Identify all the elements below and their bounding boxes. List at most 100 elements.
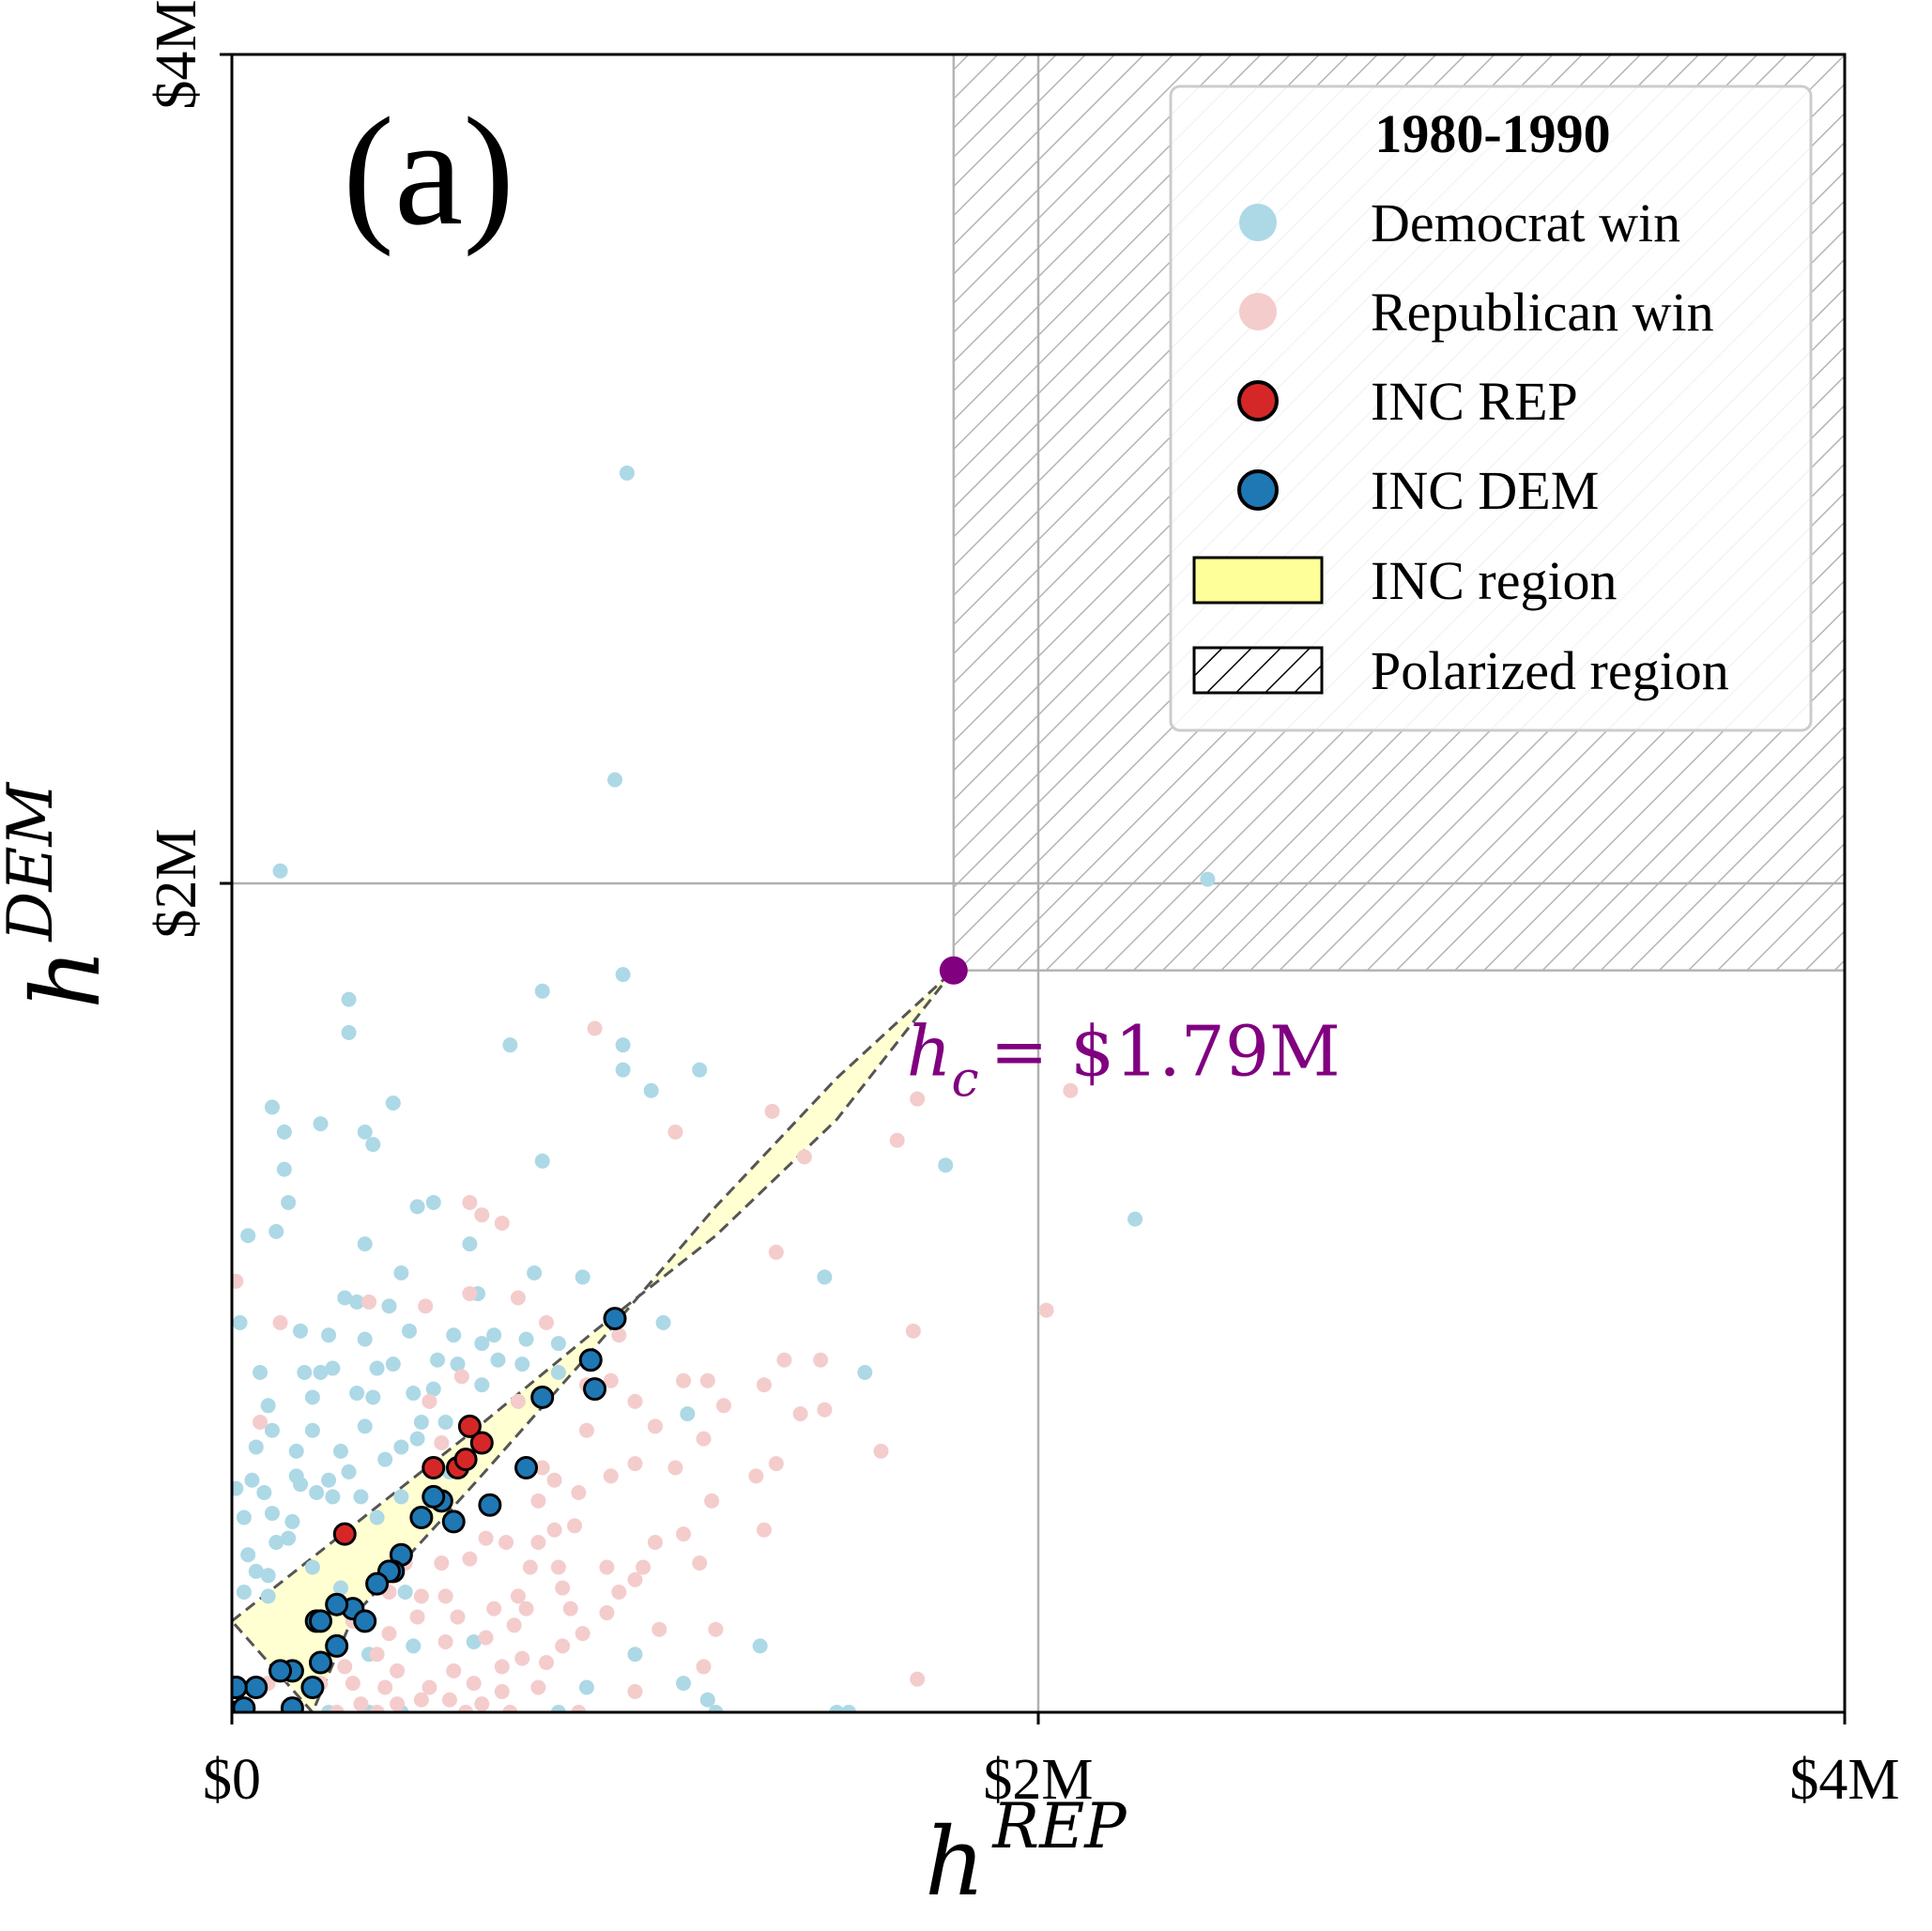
point-republican-win bbox=[905, 1323, 921, 1339]
x-axis-ticks: $0 $2M $4M bbox=[203, 1712, 1900, 1812]
point-democrat-win bbox=[284, 1513, 300, 1529]
point-democrat-win bbox=[446, 1327, 462, 1343]
point-democrat-win bbox=[357, 1331, 373, 1347]
point-republican-win bbox=[636, 1559, 652, 1575]
series-layer bbox=[232, 465, 1216, 1712]
point-democrat-win bbox=[550, 1336, 566, 1352]
point-republican-win bbox=[873, 1443, 889, 1459]
point-republican-win bbox=[575, 1626, 590, 1642]
point-republican-win bbox=[603, 1372, 619, 1388]
point-republican-win bbox=[539, 1314, 555, 1330]
point-democrat-win bbox=[260, 1568, 276, 1584]
point-democrat-win bbox=[699, 1692, 715, 1708]
legend-entry-inc-dem: INC DEM bbox=[1237, 460, 1599, 521]
point-democrat-win bbox=[349, 1386, 365, 1402]
legend-entry-inc-rep: INC REP bbox=[1237, 371, 1578, 432]
point-democrat-win bbox=[281, 1530, 297, 1546]
point-democrat-win bbox=[357, 1236, 373, 1252]
point-republican-win bbox=[692, 1556, 708, 1571]
point-democrat-win bbox=[841, 1705, 857, 1712]
point-democrat-win bbox=[256, 1485, 272, 1501]
point-republican-win bbox=[647, 1534, 663, 1550]
point-democrat-win bbox=[578, 1679, 594, 1695]
point-republican-win bbox=[571, 1485, 587, 1501]
point-republican-win bbox=[571, 1705, 587, 1712]
point-inc-dem bbox=[232, 1676, 248, 1700]
point-republican-win bbox=[474, 1207, 490, 1223]
legend-label-inc-rep: INC REP bbox=[1371, 371, 1578, 432]
point-republican-win bbox=[776, 1352, 792, 1368]
point-democrat-win bbox=[244, 1472, 260, 1488]
point-democrat-win bbox=[708, 1705, 724, 1712]
point-republican-win bbox=[390, 1696, 406, 1712]
point-democrat-win bbox=[264, 1422, 280, 1438]
point-republican-win bbox=[578, 1422, 594, 1438]
legend-label-republican-win: Republican win bbox=[1371, 282, 1714, 343]
legend-label-democrat-win: Democrat win bbox=[1371, 192, 1680, 253]
legend-marker-polarized-region bbox=[1192, 646, 1324, 695]
point-democrat-win bbox=[332, 1580, 348, 1596]
point-republican-win bbox=[418, 1298, 434, 1314]
point-republican-win bbox=[390, 1663, 406, 1678]
x-axis-label-sup: REP bbox=[991, 1790, 1127, 1862]
x-tick-label: $4M bbox=[1789, 1748, 1899, 1812]
legend-label-polarized-region: Polarized region bbox=[1371, 640, 1729, 701]
point-democrat-win bbox=[253, 1364, 268, 1380]
point-inc-dem bbox=[422, 1484, 446, 1509]
legend-box bbox=[1169, 84, 1813, 732]
point-democrat-win bbox=[288, 1443, 304, 1459]
point-democrat-win bbox=[680, 1406, 696, 1422]
point-republican-win bbox=[599, 1559, 615, 1575]
point-republican-win bbox=[353, 1696, 369, 1712]
point-democrat-win bbox=[490, 1352, 506, 1368]
point-democrat-win bbox=[353, 1489, 369, 1505]
point-republican-win bbox=[514, 1650, 530, 1666]
point-inc-dem bbox=[325, 1633, 349, 1658]
x-axis-label-base: h bbox=[925, 1807, 985, 1917]
point-republican-win bbox=[478, 1630, 494, 1646]
point-republican-win bbox=[413, 1692, 429, 1708]
point-inc-dem bbox=[268, 1659, 293, 1683]
point-inc-rep bbox=[422, 1456, 446, 1480]
point-republican-win bbox=[768, 1456, 784, 1472]
point-inc-dem bbox=[325, 1592, 349, 1617]
point-democrat-win bbox=[313, 1364, 329, 1380]
point-republican-win bbox=[768, 1244, 784, 1260]
point-democrat-win bbox=[313, 1116, 329, 1132]
point-democrat-win bbox=[293, 1323, 309, 1339]
point-republican-win bbox=[792, 1406, 808, 1422]
point-democrat-win bbox=[462, 1236, 478, 1252]
point-republican-win bbox=[567, 1518, 583, 1534]
point-republican-win bbox=[381, 1626, 397, 1642]
point-republican-win bbox=[546, 1472, 562, 1488]
point-democrat-win bbox=[413, 1414, 429, 1430]
point-democrat-win bbox=[518, 1331, 534, 1347]
point-republican-win bbox=[413, 1588, 429, 1604]
point-republican-win bbox=[1038, 1302, 1054, 1318]
point-democrat-win bbox=[692, 1062, 708, 1078]
critical-point-value: = $1.79M bbox=[990, 1012, 1341, 1093]
point-democrat-win bbox=[276, 1124, 292, 1140]
point-republican-win bbox=[696, 1431, 712, 1447]
point-republican-win bbox=[910, 1671, 926, 1687]
point-republican-win bbox=[704, 1493, 720, 1509]
point-republican-win bbox=[506, 1617, 522, 1633]
point-inc-rep bbox=[453, 1448, 478, 1472]
point-democrat-win bbox=[281, 1194, 297, 1210]
point-democrat-win bbox=[474, 1336, 490, 1352]
point-democrat-win bbox=[534, 983, 550, 999]
point-republican-win bbox=[587, 1020, 603, 1036]
point-democrat-win bbox=[260, 1398, 276, 1414]
point-republican-win bbox=[611, 1584, 627, 1600]
point-democrat-win bbox=[409, 1199, 425, 1215]
point-democrat-win bbox=[236, 1510, 252, 1525]
point-democrat-win bbox=[393, 1439, 409, 1455]
point-inc-dem bbox=[441, 1510, 466, 1534]
point-democrat-win bbox=[272, 863, 288, 879]
point-republican-win bbox=[446, 1663, 462, 1678]
point-republican-win bbox=[329, 1705, 345, 1712]
point-republican-win bbox=[437, 1588, 453, 1604]
point-democrat-win bbox=[615, 1062, 631, 1078]
y-axis-label: h DEM bbox=[0, 781, 121, 1009]
legend-label-inc-dem: INC DEM bbox=[1371, 460, 1599, 521]
